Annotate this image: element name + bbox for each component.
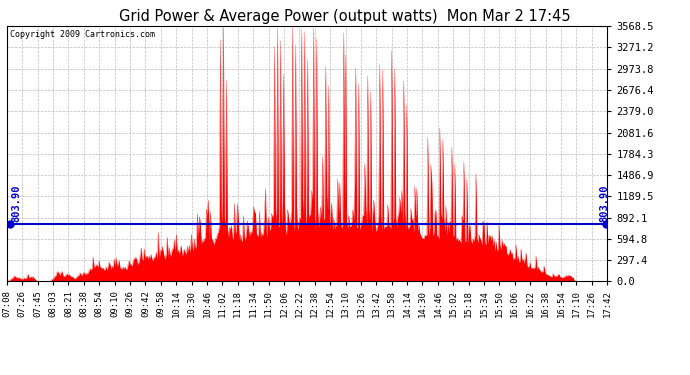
Text: Grid Power & Average Power (output watts)  Mon Mar 2 17:45: Grid Power & Average Power (output watts… <box>119 9 571 24</box>
Text: Copyright 2009 Cartronics.com: Copyright 2009 Cartronics.com <box>10 30 155 39</box>
Text: 803.90: 803.90 <box>11 184 21 222</box>
Text: 803.90: 803.90 <box>599 184 609 222</box>
